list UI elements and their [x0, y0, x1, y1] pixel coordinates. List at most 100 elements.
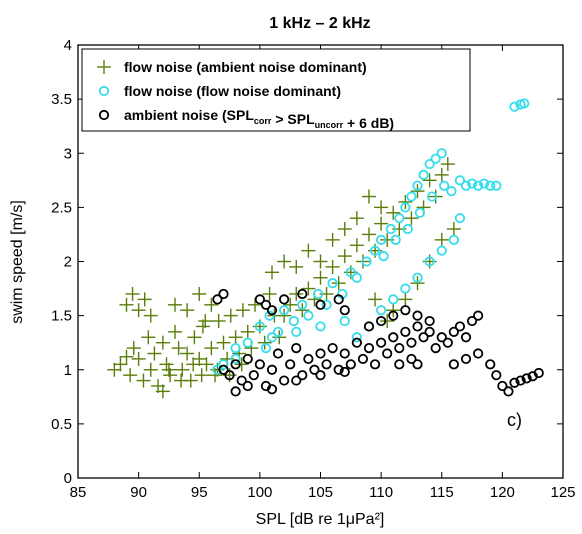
- data-point: [339, 366, 350, 378]
- data-point: [230, 386, 241, 397]
- data-point: [491, 370, 502, 381]
- data-point: [351, 272, 362, 283]
- data-point: [315, 299, 326, 310]
- data-point: [242, 353, 253, 365]
- data-point: [376, 315, 387, 327]
- data-point: [254, 294, 265, 305]
- data-point: [436, 245, 447, 256]
- data-point: [454, 321, 466, 332]
- data-point: [303, 310, 314, 321]
- data-point: [195, 319, 210, 334]
- data-point: [230, 353, 241, 365]
- data-point: [187, 330, 202, 345]
- data-point: [119, 349, 134, 364]
- data-point: [266, 305, 278, 316]
- data-point: [351, 332, 362, 343]
- data-point: [315, 370, 326, 381]
- data-point: [168, 297, 182, 312]
- data-point: [388, 332, 399, 343]
- data-point: [131, 351, 146, 366]
- data-point: [279, 305, 290, 316]
- chart-title: 1 kHz – 2 kHz: [269, 15, 370, 32]
- data-point: [228, 330, 243, 345]
- data-point: [351, 337, 362, 348]
- legend-entry: flow noise (flow noise dominant): [98, 83, 341, 99]
- data-point: [289, 286, 304, 301]
- data-point: [192, 286, 207, 301]
- data-point: [349, 238, 364, 253]
- data-point: [406, 353, 417, 365]
- data-point: [313, 254, 328, 269]
- data-point: [297, 288, 308, 300]
- data-point: [390, 234, 401, 245]
- data-point: [272, 348, 284, 359]
- data-point: [262, 286, 277, 301]
- data-point: [414, 207, 426, 218]
- axis-ticks: 85 90 95 100 105 110 115 120 125 0 0.5 1 1.5 2 2.5 3 3.5…: [51, 37, 575, 501]
- data-point: [171, 341, 186, 356]
- series-3: [212, 288, 544, 397]
- data-point: [406, 337, 417, 348]
- x-tick-label: 120: [490, 484, 515, 501]
- data-point: [424, 158, 435, 170]
- data-point: [242, 337, 253, 348]
- data-point: [448, 234, 459, 245]
- data-point: [264, 310, 275, 321]
- data-point: [374, 200, 389, 215]
- data-point: [418, 169, 429, 180]
- data-point: [430, 342, 441, 354]
- data-point: [180, 303, 195, 318]
- data-point: [333, 364, 344, 375]
- data-point: [163, 368, 178, 383]
- data-point: [168, 324, 182, 339]
- data-point: [211, 314, 226, 329]
- data-point: [369, 359, 381, 370]
- data-point: [155, 335, 170, 350]
- data-point: [331, 276, 346, 291]
- data-point: [254, 359, 265, 370]
- data-point: [297, 370, 308, 381]
- data-point: [312, 288, 324, 300]
- data-point: [454, 175, 466, 186]
- data-point: [208, 368, 223, 383]
- data-point: [309, 364, 320, 375]
- data-point: [422, 173, 437, 188]
- data-point: [410, 276, 425, 291]
- data-point: [466, 315, 478, 327]
- data-point: [479, 178, 490, 189]
- data-point: [174, 373, 189, 388]
- data-point: [388, 294, 399, 305]
- y-tick-label: 2.5: [51, 199, 72, 216]
- data-point: [345, 359, 356, 370]
- x-tick-label: 85: [70, 484, 87, 501]
- data-point: [337, 222, 352, 237]
- data-point: [376, 305, 387, 316]
- data-point: [175, 362, 190, 377]
- series-2: [212, 98, 530, 375]
- panel-label: c): [507, 410, 522, 430]
- data-point: [235, 303, 250, 318]
- data-point: [199, 357, 214, 372]
- data-point: [198, 314, 213, 329]
- legend-marker: [98, 85, 110, 97]
- data-point: [460, 180, 472, 191]
- data-point: [460, 353, 472, 365]
- series-1: [107, 157, 461, 399]
- data-point: [442, 337, 453, 348]
- y-tick-label: 0.5: [51, 416, 72, 433]
- data-point: [448, 326, 459, 337]
- data-point: [376, 234, 387, 245]
- data-point: [123, 368, 138, 383]
- data-point: [266, 364, 278, 375]
- data-point: [141, 330, 156, 345]
- data-point: [400, 202, 411, 213]
- data-point: [382, 348, 393, 359]
- data-point: [119, 297, 134, 312]
- data-point: [279, 375, 290, 386]
- data-point: [339, 305, 350, 316]
- x-tick-label: 125: [550, 484, 575, 501]
- data-point: [159, 357, 174, 372]
- data-point: [194, 368, 209, 383]
- data-point: [272, 330, 287, 345]
- data-point: [186, 357, 201, 372]
